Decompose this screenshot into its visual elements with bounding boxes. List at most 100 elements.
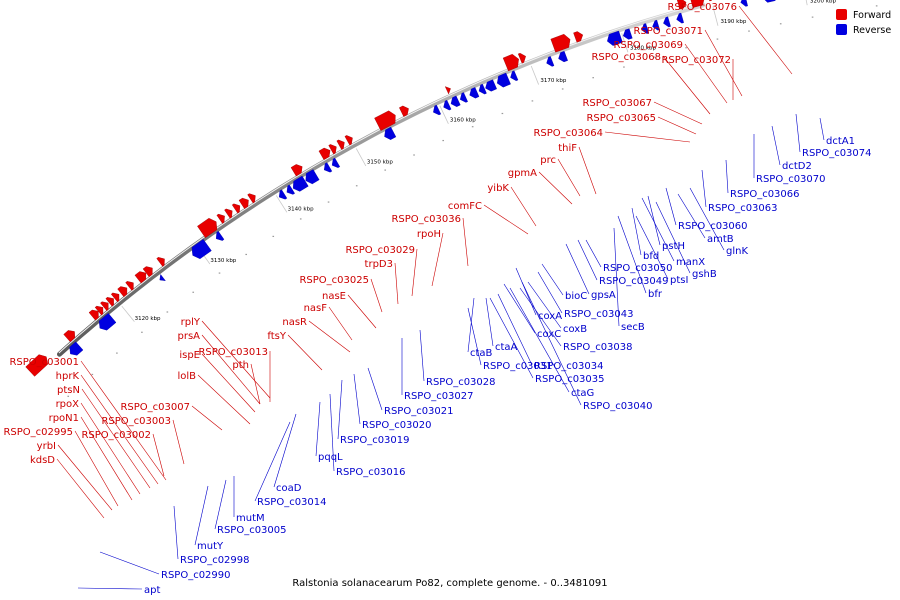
- reverse-gene-label[interactable]: RSPO_c03070: [756, 174, 826, 185]
- forward-gene: [328, 144, 337, 155]
- forward-gene-label[interactable]: rpoX: [56, 399, 80, 410]
- reverse-gene-label[interactable]: ptsI: [670, 275, 688, 286]
- reverse-gene-label[interactable]: RSPO_c03035: [535, 374, 605, 385]
- forward-gene-label[interactable]: nasE: [322, 291, 346, 302]
- reverse-gene-label[interactable]: RSPO_c03034: [534, 361, 604, 372]
- reverse-gene-label[interactable]: glnK: [726, 246, 748, 257]
- forward-gene: [197, 217, 218, 238]
- reverse-gene-label[interactable]: gpsA: [591, 290, 616, 301]
- genome-caption: Ralstonia solanacearum Po82, complete ge…: [292, 578, 608, 589]
- reverse-gene-label[interactable]: RSPO_c03027: [404, 391, 474, 402]
- reverse-gene-label[interactable]: ctaB: [470, 348, 493, 359]
- reverse-gene-label[interactable]: ctaG: [571, 388, 594, 399]
- forward-gene-label[interactable]: comFC: [448, 201, 482, 212]
- reverse-gene-label[interactable]: apt: [144, 585, 160, 596]
- reverse-gene-label[interactable]: secB: [621, 322, 645, 333]
- forward-gene-label[interactable]: rpoN1: [49, 413, 79, 424]
- reverse-gene-label[interactable]: mutM: [236, 513, 265, 524]
- reverse-gene-label[interactable]: coxC: [537, 329, 561, 340]
- reverse-gene-leader: [419, 329, 425, 382]
- forward-gene-label[interactable]: RSPO_c03064: [533, 128, 603, 139]
- reverse-gene-label[interactable]: mutY: [197, 541, 224, 552]
- reverse-gene-label[interactable]: ctaA: [495, 342, 518, 353]
- reverse-gene-label[interactable]: RSPO_c03014: [257, 497, 327, 508]
- reverse-gene-label[interactable]: RSPO_c03020: [362, 420, 432, 431]
- forward-gene-label[interactable]: RSPO_c03001: [9, 357, 79, 368]
- forward-gene-label[interactable]: rpoH: [417, 229, 441, 240]
- forward-gene-label[interactable]: RSPO_c03025: [299, 275, 369, 286]
- forward-gene-label[interactable]: prc: [540, 155, 556, 166]
- reverse-gene-label[interactable]: RSPO_c03043: [564, 309, 634, 320]
- forward-gene-label[interactable]: lolB: [177, 371, 196, 382]
- reverse-gene: [459, 92, 468, 103]
- forward-gene-label[interactable]: RSPO_c02995: [3, 427, 73, 438]
- reverse-gene-label[interactable]: RSPO_c03031: [483, 361, 553, 372]
- forward-gene-label[interactable]: RSPO_c03071: [633, 26, 703, 37]
- forward-gene-label[interactable]: thiF: [558, 143, 577, 154]
- reverse-gene-label[interactable]: amtB: [707, 234, 734, 245]
- forward-gene-label[interactable]: ptsN: [57, 385, 80, 396]
- forward-gene-label[interactable]: kdsD: [30, 455, 55, 466]
- reverse-gene-label[interactable]: RSPO_c02998: [180, 555, 250, 566]
- forward-gene-label[interactable]: prsA: [177, 331, 200, 342]
- forward-gene-label[interactable]: RSPO_c03002: [81, 430, 151, 441]
- forward-gene-label[interactable]: ftsY: [267, 331, 286, 342]
- reverse-gene-label[interactable]: RSPO_c03050: [603, 263, 673, 274]
- forward-gene-label[interactable]: gpmA: [508, 168, 537, 179]
- forward-gene-label[interactable]: RSPO_c03072: [661, 55, 731, 66]
- forward-gene-label[interactable]: RSPO_c03068: [591, 52, 661, 63]
- forward-gene-label[interactable]: RSPO_c03029: [345, 245, 415, 256]
- reverse-gene-label[interactable]: coaD: [276, 483, 302, 494]
- forward-gene-leader: [704, 29, 743, 97]
- forward-gene-leader: [201, 334, 261, 405]
- reverse-gene-label[interactable]: coxB: [563, 324, 587, 335]
- forward-gene-label[interactable]: RSPO_c03069: [613, 40, 683, 51]
- reverse-gene-label[interactable]: RSPO_c03049: [599, 276, 669, 287]
- forward-gene-label[interactable]: RSPO_c03036: [391, 214, 461, 225]
- reverse-gene-label[interactable]: RSPO_c03063: [708, 203, 778, 214]
- reverse-gene-label[interactable]: bfd: [643, 251, 659, 262]
- forward-gene-label[interactable]: trpD3: [365, 259, 393, 270]
- forward-gene-label[interactable]: yibK: [487, 183, 509, 194]
- reverse-gene-label[interactable]: RSPO_c03040: [583, 401, 653, 412]
- reverse-gene: [323, 162, 333, 173]
- reverse-gene-label[interactable]: RSPO_c03028: [426, 377, 496, 388]
- reverse-gene-label[interactable]: RSPO_c03019: [340, 435, 410, 446]
- forward-gene-label[interactable]: RSPO_c03076: [667, 2, 737, 13]
- reverse-gene-label[interactable]: manX: [676, 257, 705, 268]
- forward-gene-label[interactable]: RSPO_c03003: [101, 416, 171, 427]
- reverse-gene-label[interactable]: bioC: [565, 291, 587, 302]
- forward-gene-label[interactable]: pth: [232, 360, 249, 371]
- forward-gene-label[interactable]: RSPO_c03065: [586, 113, 656, 124]
- reverse-gene-label[interactable]: RSPO_c02990: [161, 570, 231, 581]
- forward-gene-label[interactable]: rplY: [181, 317, 201, 328]
- reverse-gene-label[interactable]: pstH: [662, 241, 685, 252]
- tick-line: [439, 105, 449, 124]
- reverse-gene-label[interactable]: pqqL: [318, 452, 343, 463]
- backbone-highlight: [58, 3, 703, 354]
- forward-gene-label[interactable]: RSPO_c03007: [120, 402, 190, 413]
- minor-mark: [299, 218, 302, 220]
- reverse-gene-label[interactable]: gshB: [692, 269, 717, 280]
- forward-gene-label[interactable]: RSPO_c03013: [198, 347, 268, 358]
- reverse-gene-label[interactable]: RSPO_c03060: [678, 221, 748, 232]
- reverse-gene-label[interactable]: coxA: [538, 311, 562, 322]
- reverse-gene-label[interactable]: RSPO_c03066: [730, 189, 800, 200]
- reverse-gene-label[interactable]: bfr: [648, 289, 663, 300]
- forward-gene-label[interactable]: nasF: [304, 303, 328, 314]
- forward-gene-label[interactable]: yrbI: [37, 441, 56, 452]
- forward-gene-label[interactable]: RSPO_c03067: [582, 98, 652, 109]
- forward-gene-label[interactable]: ispE: [179, 350, 200, 361]
- reverse-gene-label[interactable]: dctA1: [826, 136, 855, 147]
- forward-gene-label[interactable]: nasR: [282, 317, 307, 328]
- reverse-gene-label[interactable]: dctD2: [782, 161, 812, 172]
- reverse-gene-label[interactable]: RSPO_c03016: [336, 467, 406, 478]
- reverse-gene-label[interactable]: RSPO_c03005: [217, 525, 287, 536]
- reverse-gene-leader: [617, 215, 647, 294]
- reverse-gene-label[interactable]: RSPO_c03038: [563, 342, 633, 353]
- reverse-gene-label[interactable]: RSPO_c03021: [384, 406, 454, 417]
- forward-gene-leader: [684, 43, 728, 104]
- forward-gene: [25, 354, 49, 377]
- forward-gene-label[interactable]: hprK: [56, 371, 80, 382]
- reverse-gene-label[interactable]: RSPO_c03074: [802, 148, 872, 159]
